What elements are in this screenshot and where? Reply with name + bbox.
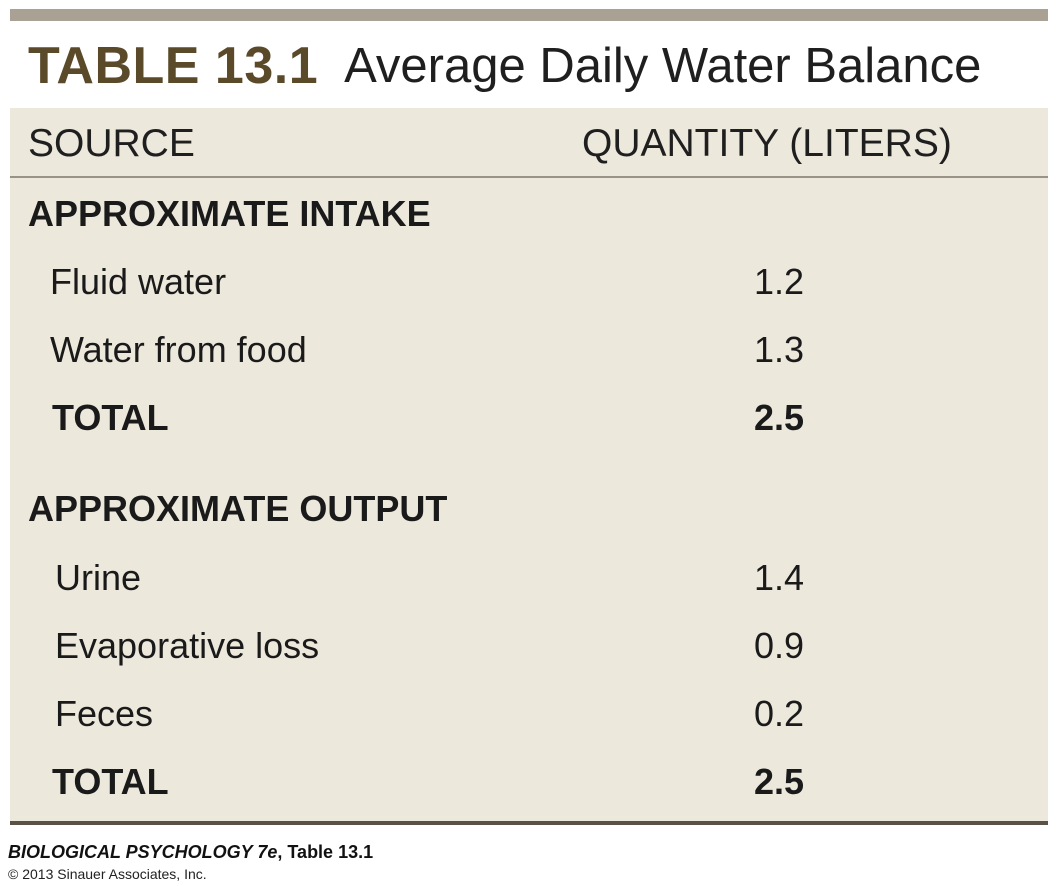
table-header-row: SOURCE QUANTITY (LITERS) [10, 108, 1048, 178]
table-row-total: TOTAL 2.5 [10, 393, 1048, 443]
row-value: 1.3 [754, 329, 805, 370]
row-value: 1.4 [754, 557, 805, 598]
section-heading: APPROXIMATE INTAKE [28, 193, 431, 234]
table-row: Feces 0.2 [10, 689, 1048, 739]
row-label: Water from food [50, 329, 307, 370]
total-value: 2.5 [754, 761, 805, 802]
row-label: Urine [55, 557, 142, 598]
footer-credit: BIOLOGICAL PSYCHOLOGY 7e, Table 13.1 © 2… [8, 842, 373, 882]
section-heading: APPROXIMATE OUTPUT [28, 488, 448, 529]
total-label: TOTAL [52, 397, 169, 438]
row-value: 1.2 [754, 261, 805, 302]
bottom-rule [10, 821, 1048, 825]
total-label: TOTAL [52, 761, 169, 802]
header-source: SOURCE [28, 122, 195, 165]
row-label: Feces [55, 693, 154, 734]
footer-copyright: © 2013 Sinauer Associates, Inc. [8, 866, 207, 882]
row-value: 0.2 [754, 693, 805, 734]
table-row: Evaporative loss 0.9 [10, 621, 1048, 671]
footer-book-line: BIOLOGICAL PSYCHOLOGY 7e, Table 13.1 [8, 842, 373, 863]
table-panel: SOURCE QUANTITY (LITERS) APPROXIMATE INT… [10, 108, 1048, 821]
table-title: TABLE 13.1 Average Daily Water Balance [28, 28, 981, 104]
table-row: Water from food 1.3 [10, 325, 1048, 375]
row-label: Evaporative loss [55, 625, 320, 666]
table-row-total: TOTAL 2.5 [10, 757, 1048, 807]
section-output: APPROXIMATE OUTPUT [10, 484, 1048, 534]
top-rule [10, 9, 1048, 21]
table-row: Urine 1.4 [10, 553, 1048, 603]
table-row: Fluid water 1.2 [10, 257, 1048, 307]
total-value: 2.5 [754, 397, 805, 438]
table-label: TABLE 13.1 [28, 37, 319, 95]
section-intake: APPROXIMATE INTAKE [10, 189, 1048, 239]
footer-book-title: BIOLOGICAL PSYCHOLOGY 7e [8, 842, 278, 862]
row-value: 0.9 [754, 625, 805, 666]
footer-table-ref: , Table 13.1 [277, 842, 374, 862]
header-quantity: QUANTITY (LITERS) [582, 122, 952, 165]
row-label: Fluid water [50, 261, 227, 302]
table-title-text: Average Daily Water Balance [344, 39, 982, 93]
